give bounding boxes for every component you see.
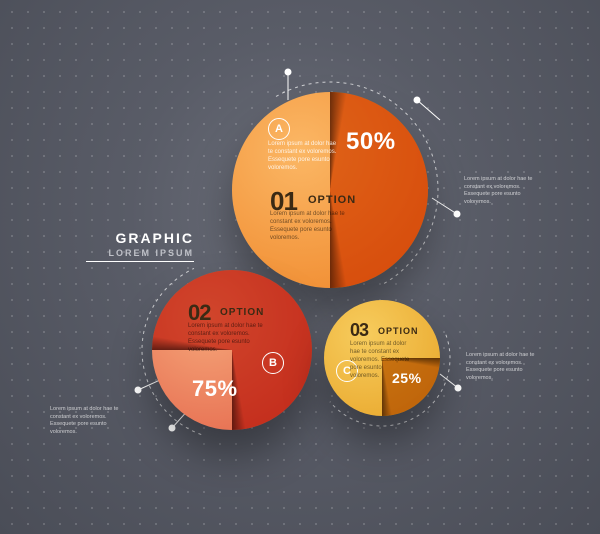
badge-b: B [262, 352, 284, 374]
infographic-stage: GRAPHIC LOREM IPSUM A50%01OPTIONLorem ip… [0, 0, 600, 534]
callout-c: Lorem ipsum at dolor hae te constant ex … [466, 352, 546, 383]
heading-title: GRAPHIC [86, 230, 194, 246]
body-text-b-dark: Lorem ipsum at dolor hae te constant ex … [188, 322, 266, 354]
pie-circle-a [232, 92, 428, 288]
body-text-a-light: Lorem ipsum at dolor hae te constant ex … [268, 140, 340, 172]
callout-b: Lorem ipsum at dolor hae te constant ex … [50, 406, 130, 437]
heading: GRAPHIC LOREM IPSUM [86, 230, 194, 262]
percent-b: 75% [192, 376, 238, 402]
body-text-a-dark: Lorem ipsum at dolor hae te constant ex … [270, 210, 360, 242]
badge-a: A [268, 118, 290, 140]
option-number-c: 03 [350, 320, 368, 341]
body-text-c-dark: Lorem ipsum at dolor hae te constant ex … [350, 340, 410, 380]
option-label-c: OPTION [378, 326, 419, 336]
percent-a: 50% [346, 128, 396, 156]
callout-a: Lorem ipsum at dolor hae te constant ex … [464, 176, 544, 207]
option-label-a: OPTION [308, 194, 356, 206]
heading-underline [86, 261, 194, 262]
heading-subtitle: LOREM IPSUM [86, 248, 194, 258]
option-label-b: OPTION [220, 307, 264, 318]
